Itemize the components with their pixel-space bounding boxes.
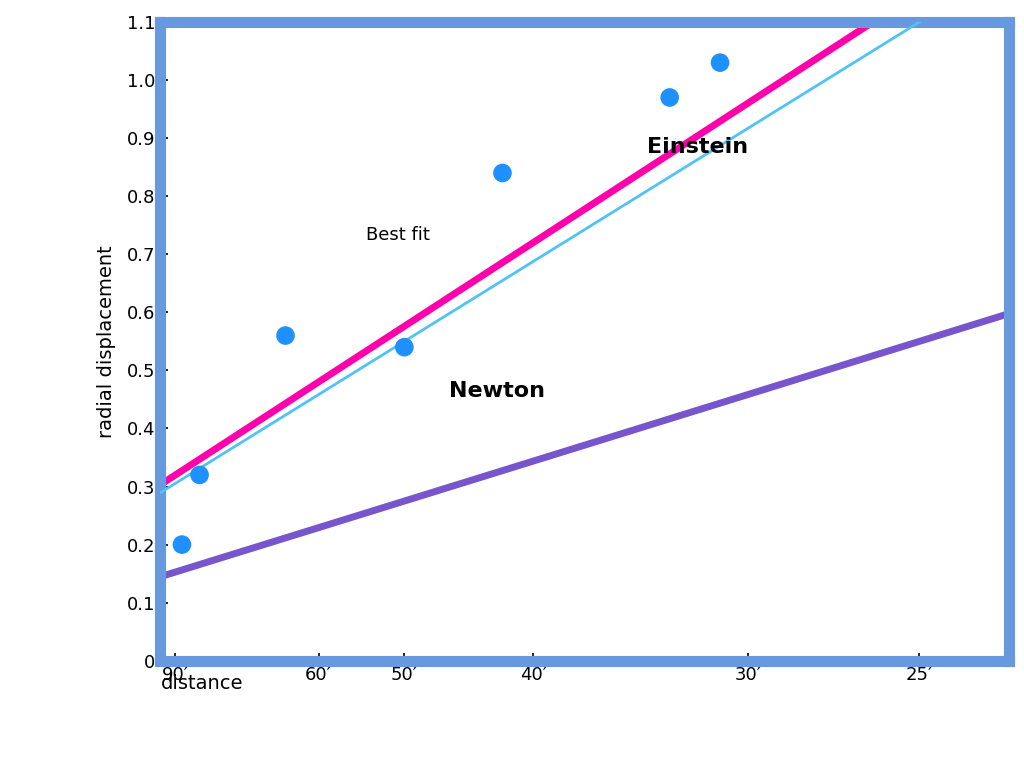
Y-axis label: radial displacement: radial displacement [97, 245, 116, 438]
Text: Best fit: Best fit [367, 226, 430, 243]
Text: Newton: Newton [450, 380, 545, 401]
Point [712, 57, 728, 69]
Point [662, 91, 678, 104]
Point [191, 468, 208, 481]
Point [278, 329, 294, 342]
Point [396, 341, 413, 353]
Point [495, 167, 511, 179]
Text: distance: distance [161, 674, 243, 693]
Text: Einstein: Einstein [647, 137, 748, 157]
Point [174, 538, 190, 551]
